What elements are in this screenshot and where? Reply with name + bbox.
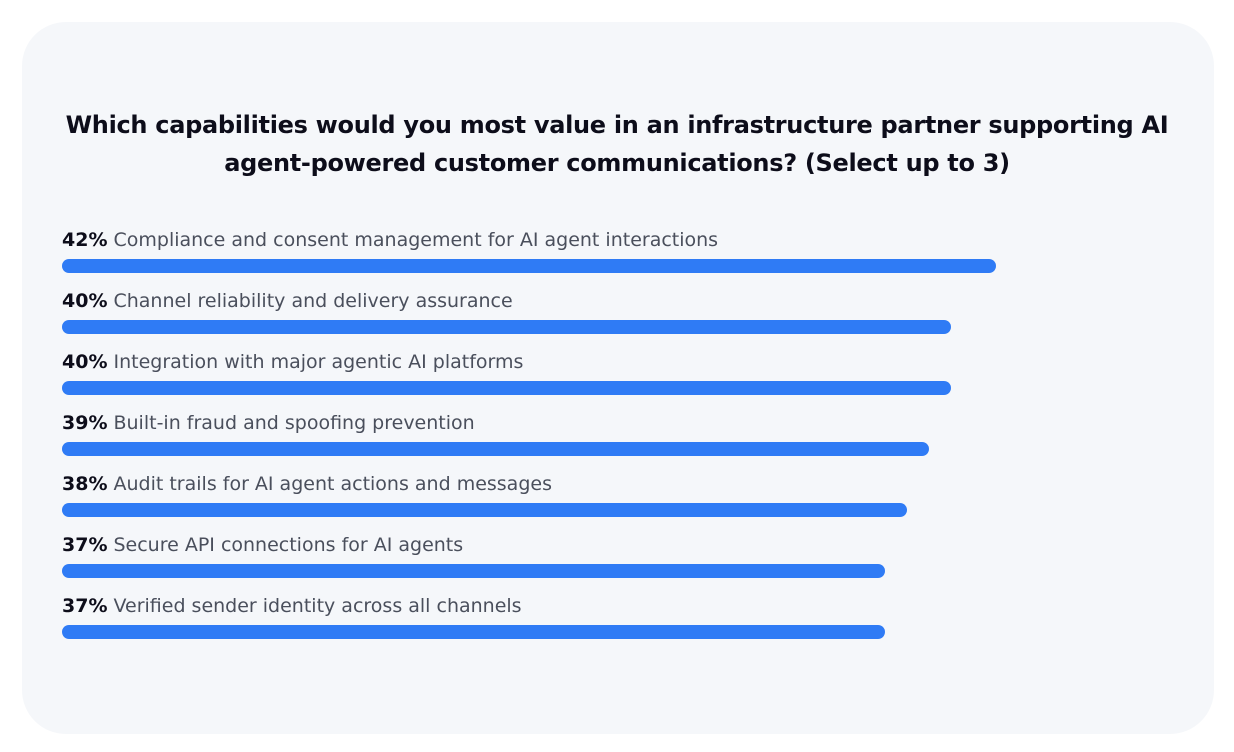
bar-row: 37% Secure API connections for AI agents — [62, 531, 1182, 592]
bar-track — [62, 503, 1107, 517]
bar-value-label: 42% — [62, 229, 108, 251]
bar-value-label: 37% — [62, 534, 108, 556]
bar — [62, 259, 996, 273]
bar-track — [62, 259, 1107, 273]
bar-row: 40% Channel reliability and delivery assu… — [62, 287, 1182, 348]
bar-category-label: Audit trails for AI agent actions and me… — [113, 473, 552, 495]
bar-row: 40% Integration with major agentic AI pla… — [62, 348, 1182, 409]
bar-label: 37% Verified sender identity across all c… — [62, 592, 522, 620]
bar-row: 37% Verified sender identity across all c… — [62, 592, 1182, 653]
bar — [62, 320, 951, 334]
bar — [62, 625, 885, 639]
bar-category-label: Compliance and consent management for AI… — [113, 229, 719, 251]
bar-track — [62, 442, 1107, 456]
chart-title: Which capabilities would you most value … — [0, 106, 1234, 182]
bar-category-label: Channel reliability and delivery assuran… — [113, 290, 513, 312]
bar-value-label: 37% — [62, 595, 108, 617]
bar-row: 38% Audit trails for AI agent actions and… — [62, 470, 1182, 531]
bar-row: 42% Compliance and consent management for… — [62, 226, 1182, 287]
chart-title-line-2: agent-powered customer communications? (… — [224, 149, 1010, 177]
bar-label: 42% Compliance and consent management for… — [62, 226, 718, 254]
bar-row: 39% Built-in fraud and spoofing preventio… — [62, 409, 1182, 470]
bar — [62, 564, 885, 578]
bar-list: 42% Compliance and consent management for… — [62, 226, 1182, 653]
chart-card — [22, 22, 1214, 734]
bar — [62, 381, 951, 395]
bar-value-label: 40% — [62, 290, 108, 312]
bar-label: 40% Integration with major agentic AI pla… — [62, 348, 523, 376]
bar-track — [62, 381, 1107, 395]
bar-value-label: 39% — [62, 412, 108, 434]
bar-label: 39% Built-in fraud and spoofing preventio… — [62, 409, 475, 437]
bar — [62, 503, 907, 517]
bar-value-label: 38% — [62, 473, 108, 495]
bar-label: 38% Audit trails for AI agent actions and… — [62, 470, 552, 498]
bar-label: 37% Secure API connections for AI agents — [62, 531, 463, 559]
bar-category-label: Integration with major agentic AI platfo… — [113, 351, 524, 373]
bar-category-label: Verified sender identity across all chan… — [113, 595, 522, 617]
bar-track — [62, 320, 1107, 334]
bar-value-label: 40% — [62, 351, 108, 373]
bar-category-label: Secure API connections for AI agents — [113, 534, 464, 556]
bar-track — [62, 564, 1107, 578]
chart-title-line-1: Which capabilities would you most value … — [65, 111, 1169, 139]
bar — [62, 442, 929, 456]
bar-track — [62, 625, 1107, 639]
bar-label: 40% Channel reliability and delivery assu… — [62, 287, 513, 315]
bar-category-label: Built-in fraud and spoofing prevention — [113, 412, 475, 434]
